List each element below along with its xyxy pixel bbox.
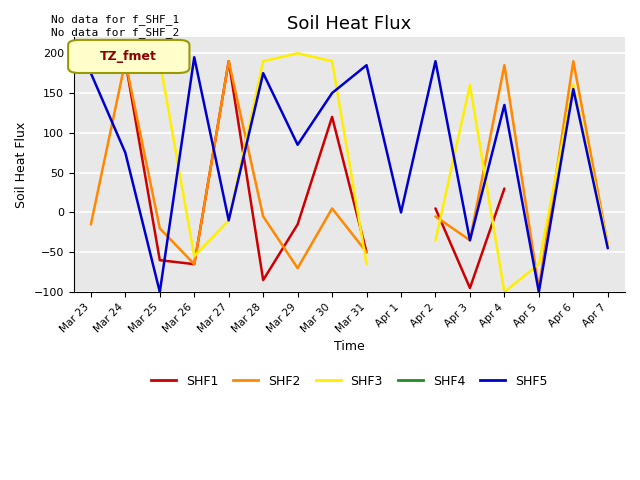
FancyBboxPatch shape [68, 40, 189, 73]
SHF3 [328, 59, 336, 64]
SHF3 [535, 261, 543, 267]
SHF1 [570, 59, 577, 64]
SHF5 [225, 217, 232, 223]
SHF3 [191, 253, 198, 259]
SHF2 [225, 59, 232, 64]
SHF2 [87, 221, 95, 227]
Text: TZ_fmet: TZ_fmet [100, 50, 157, 63]
SHF1 [363, 249, 371, 255]
SHF3 [122, 59, 129, 64]
SHF5 [328, 90, 336, 96]
SHF2 [431, 214, 439, 219]
SHF5 [122, 150, 129, 156]
SHF5 [500, 102, 508, 108]
SHF3 [294, 50, 301, 56]
SHF5 [87, 70, 95, 76]
SHF1 [225, 59, 232, 64]
SHF2 [570, 59, 577, 64]
SHF1 [122, 59, 129, 64]
SHF1 [500, 186, 508, 192]
SHF2 [500, 62, 508, 68]
SHF1 [191, 261, 198, 267]
Text: No data for f_SHF_1
No data for f_SHF_2: No data for f_SHF_1 No data for f_SHF_2 [51, 14, 179, 38]
SHF3 [604, 241, 612, 247]
SHF5 [363, 62, 371, 68]
SHF2 [604, 241, 612, 247]
SHF3 [500, 289, 508, 295]
SHF3 [363, 261, 371, 267]
SHF2 [259, 214, 267, 219]
Line: SHF5: SHF5 [91, 57, 608, 292]
SHF1 [466, 285, 474, 291]
SHF1 [431, 205, 439, 211]
SHF5 [397, 210, 405, 216]
SHF5 [466, 238, 474, 243]
SHF1 [156, 257, 164, 263]
SHF3 [466, 82, 474, 88]
Line: SHF2: SHF2 [91, 61, 608, 288]
SHF5 [604, 245, 612, 251]
SHF2 [294, 265, 301, 271]
SHF5 [294, 142, 301, 148]
SHF3 [431, 238, 439, 243]
SHF5 [191, 54, 198, 60]
SHF2 [191, 261, 198, 267]
SHF2 [122, 59, 129, 64]
SHF2 [535, 285, 543, 291]
SHF2 [363, 249, 371, 255]
SHF3 [156, 59, 164, 64]
SHF1 [259, 277, 267, 283]
SHF2 [328, 205, 336, 211]
SHF1 [294, 221, 301, 227]
SHF5 [535, 289, 543, 295]
X-axis label: Time: Time [334, 340, 365, 353]
SHF2 [156, 226, 164, 231]
SHF3 [259, 59, 267, 64]
SHF1 [328, 114, 336, 120]
SHF5 [570, 86, 577, 92]
SHF5 [156, 289, 164, 295]
Line: SHF3: SHF3 [91, 53, 608, 292]
Line: SHF1: SHF1 [125, 61, 573, 288]
Y-axis label: Soil Heat Flux: Soil Heat Flux [15, 121, 28, 208]
SHF5 [259, 70, 267, 76]
SHF5 [431, 59, 439, 64]
SHF3 [570, 82, 577, 88]
SHF3 [87, 59, 95, 64]
Legend: SHF1, SHF2, SHF3, SHF4, SHF5: SHF1, SHF2, SHF3, SHF4, SHF5 [146, 370, 553, 393]
SHF2 [466, 238, 474, 243]
Title: Soil Heat Flux: Soil Heat Flux [287, 15, 412, 33]
SHF3 [225, 217, 232, 223]
